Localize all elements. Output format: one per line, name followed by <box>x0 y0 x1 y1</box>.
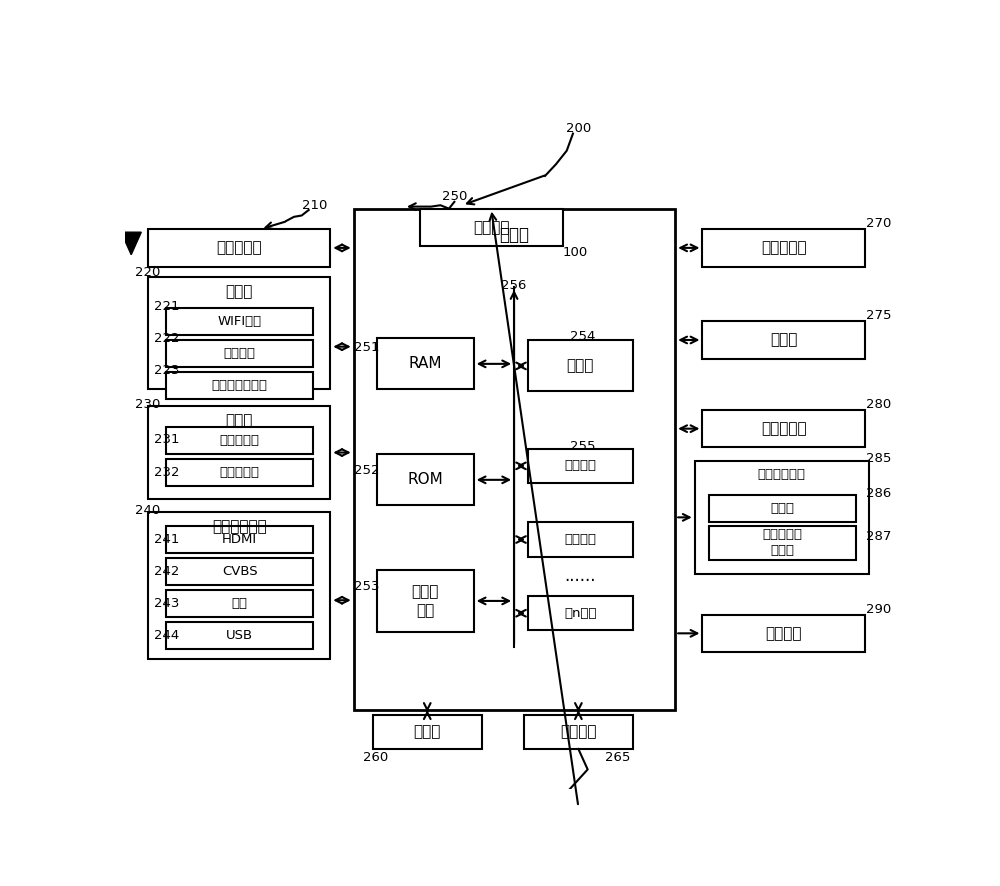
FancyBboxPatch shape <box>702 615 865 652</box>
FancyBboxPatch shape <box>166 590 313 618</box>
Polygon shape <box>121 232 141 254</box>
FancyBboxPatch shape <box>377 571 474 632</box>
Text: 调谐解调器: 调谐解调器 <box>216 240 262 255</box>
Text: WIFI模块: WIFI模块 <box>218 315 262 328</box>
Text: 231: 231 <box>154 433 180 447</box>
Text: 260: 260 <box>363 750 388 764</box>
FancyBboxPatch shape <box>528 523 633 556</box>
Text: 通信器: 通信器 <box>226 284 253 299</box>
Text: 图形处
理器: 图形处 理器 <box>412 584 439 618</box>
Text: 240: 240 <box>135 504 160 517</box>
Text: 241: 241 <box>154 533 180 546</box>
FancyBboxPatch shape <box>166 339 313 367</box>
Text: 第二接口: 第二接口 <box>564 533 596 546</box>
FancyBboxPatch shape <box>166 526 313 553</box>
Text: 控制装置: 控制装置 <box>473 220 509 235</box>
FancyBboxPatch shape <box>524 715 633 749</box>
FancyBboxPatch shape <box>420 209 563 246</box>
Text: 扬声器: 扬声器 <box>770 502 794 516</box>
Text: 蓝牙模块: 蓝牙模块 <box>224 346 256 360</box>
Text: ROM: ROM <box>407 472 443 487</box>
FancyBboxPatch shape <box>166 622 313 649</box>
Text: 265: 265 <box>605 750 630 764</box>
Text: 290: 290 <box>866 602 891 616</box>
Text: ......: ...... <box>565 567 596 586</box>
Text: 230: 230 <box>135 398 160 411</box>
FancyBboxPatch shape <box>702 410 865 447</box>
FancyBboxPatch shape <box>354 209 675 710</box>
Text: 210: 210 <box>302 198 328 212</box>
Text: 242: 242 <box>154 565 180 578</box>
Text: 243: 243 <box>154 597 180 610</box>
FancyBboxPatch shape <box>702 322 865 359</box>
Text: 处理器: 处理器 <box>567 359 594 373</box>
Text: 音频处理器: 音频处理器 <box>761 421 807 436</box>
Text: 270: 270 <box>866 217 891 230</box>
Text: 223: 223 <box>154 364 180 377</box>
Text: 221: 221 <box>154 299 180 313</box>
Text: USB: USB <box>226 629 253 642</box>
Text: 287: 287 <box>866 530 891 542</box>
Text: 255: 255 <box>570 439 595 453</box>
Text: 分量: 分量 <box>232 597 248 610</box>
Text: RAM: RAM <box>409 356 442 371</box>
FancyBboxPatch shape <box>166 427 313 455</box>
Text: 用户接口: 用户接口 <box>560 725 597 740</box>
Text: 有线以太网模块: 有线以太网模块 <box>212 379 268 392</box>
Text: 285: 285 <box>866 452 891 465</box>
Text: 检测器: 检测器 <box>226 413 253 428</box>
FancyBboxPatch shape <box>166 372 313 399</box>
Text: 视频处理器: 视频处理器 <box>761 240 807 255</box>
Text: 100: 100 <box>563 246 588 260</box>
Text: HDMI: HDMI <box>222 533 257 546</box>
FancyBboxPatch shape <box>148 407 330 499</box>
Text: 图像采集器: 图像采集器 <box>220 466 260 479</box>
Text: 286: 286 <box>866 487 891 501</box>
FancyBboxPatch shape <box>148 512 330 659</box>
FancyBboxPatch shape <box>702 229 865 267</box>
Text: 供电电源: 供电电源 <box>766 626 802 641</box>
FancyBboxPatch shape <box>166 459 313 486</box>
FancyBboxPatch shape <box>166 307 313 335</box>
Text: 253: 253 <box>354 580 380 593</box>
Text: 音频输出接口: 音频输出接口 <box>758 468 806 481</box>
Text: 232: 232 <box>154 466 180 479</box>
Text: 显示器: 显示器 <box>770 332 797 347</box>
Text: 256: 256 <box>501 278 526 291</box>
FancyBboxPatch shape <box>528 340 633 392</box>
FancyBboxPatch shape <box>377 455 474 505</box>
Text: 220: 220 <box>135 266 160 278</box>
Text: 280: 280 <box>866 398 891 411</box>
FancyBboxPatch shape <box>695 461 869 573</box>
Text: 250: 250 <box>442 190 467 203</box>
FancyBboxPatch shape <box>709 526 856 560</box>
FancyBboxPatch shape <box>166 558 313 586</box>
Text: 222: 222 <box>154 331 180 345</box>
Text: 第n接口: 第n接口 <box>564 607 597 619</box>
Text: 200: 200 <box>566 121 591 135</box>
FancyBboxPatch shape <box>377 338 474 390</box>
Text: 第一接口: 第一接口 <box>564 459 596 472</box>
FancyBboxPatch shape <box>528 449 633 483</box>
Text: 251: 251 <box>354 340 380 354</box>
FancyBboxPatch shape <box>528 596 633 630</box>
Text: 254: 254 <box>570 330 595 344</box>
FancyBboxPatch shape <box>148 229 330 267</box>
Text: 275: 275 <box>866 309 891 323</box>
Text: 244: 244 <box>154 629 180 642</box>
Text: 存储器: 存储器 <box>414 725 441 740</box>
Text: 252: 252 <box>354 464 380 478</box>
Text: 声音采集器: 声音采集器 <box>220 434 260 447</box>
FancyBboxPatch shape <box>709 495 856 523</box>
Text: 控制器: 控制器 <box>499 226 529 244</box>
Text: 外部装置接口: 外部装置接口 <box>212 519 267 534</box>
Text: CVBS: CVBS <box>222 565 258 578</box>
FancyBboxPatch shape <box>148 277 330 390</box>
FancyBboxPatch shape <box>373 715 482 749</box>
Text: 外接音响输
出端子: 外接音响输 出端子 <box>762 528 802 557</box>
